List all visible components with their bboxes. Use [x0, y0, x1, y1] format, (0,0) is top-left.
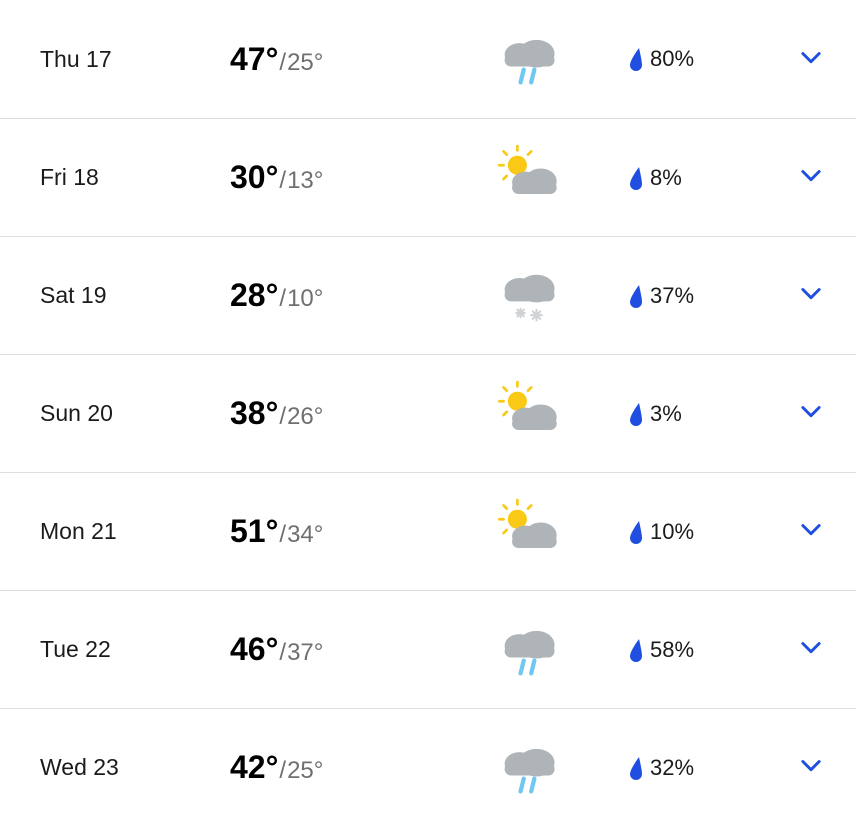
temp-high: 38° [230, 395, 278, 432]
chevron-down-icon [797, 633, 825, 666]
forecast-row[interactable]: Fri 18 30° / 13° [0, 118, 856, 236]
chevron-down-icon [797, 397, 825, 430]
rain-icon [494, 616, 562, 684]
temp-low: 25° [287, 49, 323, 77]
chevron-down-icon [797, 515, 825, 548]
raindrop-icon [626, 401, 644, 427]
chevron-down-icon [797, 161, 825, 194]
raindrop-icon [626, 165, 644, 191]
expand-button[interactable] [776, 633, 846, 666]
temp-low: 13° [287, 167, 323, 195]
temp-high: 30° [230, 159, 278, 196]
temp-high: 42° [230, 749, 278, 786]
raindrop-icon [626, 46, 644, 72]
forecast-row[interactable]: Mon 21 51° / 34° [0, 472, 856, 590]
condition-cell [430, 734, 626, 802]
day-label: Tue 22 [40, 636, 230, 663]
temp-separator: / [279, 167, 286, 195]
partly-cloudy-icon [494, 380, 562, 448]
precip-pct: 32% [650, 755, 694, 781]
condition-cell [430, 498, 626, 566]
expand-button[interactable] [776, 751, 846, 784]
condition-cell [430, 25, 626, 93]
condition-cell [430, 380, 626, 448]
precip-pct: 80% [650, 46, 694, 72]
forecast-row[interactable]: Thu 17 47° / 25° 80% [0, 0, 856, 118]
temp-low: 37° [287, 639, 323, 667]
precip-pct: 58% [650, 637, 694, 663]
temp-low: 10° [287, 285, 323, 313]
temp-separator: / [279, 403, 286, 431]
temperature-range: 38° / 26° [230, 395, 430, 432]
raindrop-icon [626, 519, 644, 545]
forecast-row[interactable]: Sat 19 28° / 10° [0, 236, 856, 354]
temp-high: 46° [230, 631, 278, 668]
temp-low: 26° [287, 403, 323, 431]
raindrop-icon [626, 283, 644, 309]
rain-icon [494, 734, 562, 802]
forecast-row[interactable]: Wed 23 42° / 25° 32% [0, 708, 856, 826]
rain-icon [494, 25, 562, 93]
temperature-range: 28° / 10° [230, 277, 430, 314]
temp-separator: / [279, 757, 286, 785]
condition-cell [430, 144, 626, 212]
temp-low: 25° [287, 757, 323, 785]
precip-pct: 3% [650, 401, 682, 427]
temp-high: 47° [230, 41, 278, 78]
raindrop-icon [626, 637, 644, 663]
chevron-down-icon [797, 43, 825, 76]
snow-icon [494, 262, 562, 330]
forecast-list: Thu 17 47° / 25° 80% [0, 0, 856, 826]
condition-cell [430, 262, 626, 330]
temp-separator: / [279, 285, 286, 313]
temp-high: 28° [230, 277, 278, 314]
precip-cell: 58% [626, 637, 776, 663]
expand-button[interactable] [776, 397, 846, 430]
day-label: Fri 18 [40, 164, 230, 191]
expand-button[interactable] [776, 515, 846, 548]
condition-cell [430, 616, 626, 684]
temperature-range: 47° / 25° [230, 41, 430, 78]
precip-pct: 10% [650, 519, 694, 545]
chevron-down-icon [797, 279, 825, 312]
raindrop-icon [626, 755, 644, 781]
temp-separator: / [279, 521, 286, 549]
forecast-row[interactable]: Tue 22 46° / 37° 58% [0, 590, 856, 708]
precip-cell: 10% [626, 519, 776, 545]
temperature-range: 46° / 37° [230, 631, 430, 668]
precip-cell: 8% [626, 165, 776, 191]
chevron-down-icon [797, 751, 825, 784]
day-label: Sat 19 [40, 282, 230, 309]
precip-cell: 3% [626, 401, 776, 427]
forecast-row[interactable]: Sun 20 38° / 26° [0, 354, 856, 472]
expand-button[interactable] [776, 43, 846, 76]
precip-cell: 80% [626, 46, 776, 72]
day-label: Wed 23 [40, 754, 230, 781]
partly-cloudy-icon [494, 144, 562, 212]
expand-button[interactable] [776, 279, 846, 312]
precip-pct: 37% [650, 283, 694, 309]
temperature-range: 42° / 25° [230, 749, 430, 786]
day-label: Mon 21 [40, 518, 230, 545]
temperature-range: 51° / 34° [230, 513, 430, 550]
day-label: Thu 17 [40, 46, 230, 73]
temp-low: 34° [287, 521, 323, 549]
temp-separator: / [279, 639, 286, 667]
day-label: Sun 20 [40, 400, 230, 427]
expand-button[interactable] [776, 161, 846, 194]
partly-cloudy-icon [494, 498, 562, 566]
precip-cell: 32% [626, 755, 776, 781]
precip-cell: 37% [626, 283, 776, 309]
temperature-range: 30° / 13° [230, 159, 430, 196]
precip-pct: 8% [650, 165, 682, 191]
temp-separator: / [279, 49, 286, 77]
temp-high: 51° [230, 513, 278, 550]
